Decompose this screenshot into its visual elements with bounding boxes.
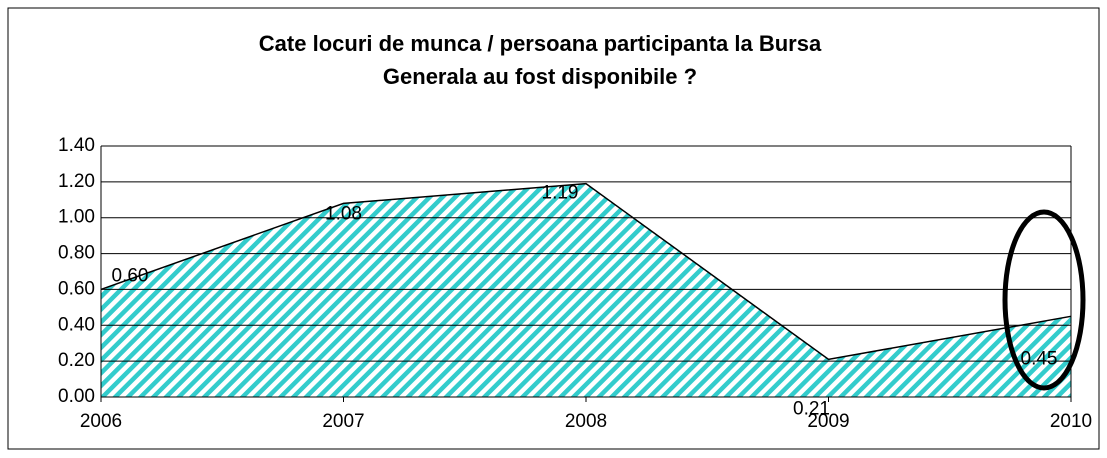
x-tick-label: 2010	[1050, 411, 1092, 432]
y-tick-label: 0.00	[58, 386, 95, 407]
y-tick-label: 1.20	[58, 171, 95, 192]
chart-title: Generala au fost disponibile ?	[383, 64, 697, 89]
y-tick-label: 0.20	[58, 350, 95, 371]
area-fill	[101, 183, 1071, 397]
data-label: 0.45	[1021, 348, 1058, 369]
area-line	[100, 182, 1072, 361]
data-label: 0.60	[112, 265, 149, 286]
x-tick-label: 2007	[322, 411, 364, 432]
chart-title: Cate locuri de munca / persoana particip…	[259, 31, 822, 56]
y-tick-label: 1.40	[58, 135, 95, 156]
data-label: 0.21	[793, 398, 830, 419]
x-tick-label: 2006	[80, 411, 122, 432]
highlight-ellipse	[1002, 209, 1086, 391]
x-tick-label: 2009	[807, 411, 849, 432]
y-tick-label: 0.60	[58, 278, 95, 299]
y-tick-label: 1.00	[58, 207, 95, 228]
x-tick-label: 2008	[565, 411, 607, 432]
data-label: 1.19	[542, 183, 579, 204]
y-tick-label: 0.40	[58, 314, 95, 335]
y-tick-label: 0.80	[58, 243, 95, 264]
data-label: 1.08	[325, 203, 362, 224]
